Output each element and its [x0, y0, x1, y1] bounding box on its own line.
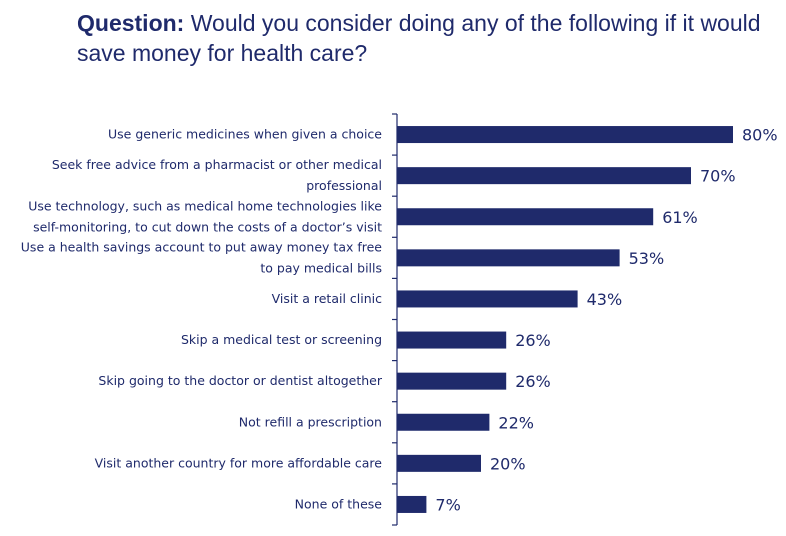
- chart-title-question: Would you consider doing any of the foll…: [77, 10, 761, 66]
- category-label: Seek free advice from a pharmacist or ot…: [52, 157, 382, 172]
- category-label: Skip going to the doctor or dentist alto…: [98, 373, 382, 388]
- bar: [397, 126, 733, 144]
- chart-title: Question: Would you consider doing any o…: [77, 8, 767, 68]
- bar: [397, 167, 691, 185]
- category-label: self-monitoring, to cut down the costs o…: [33, 219, 382, 234]
- data-label: 22%: [498, 413, 534, 432]
- category-label: professional: [306, 178, 382, 193]
- chart-title-lead: Question:: [77, 10, 185, 36]
- data-label: 70%: [700, 167, 736, 186]
- bar: [397, 249, 620, 267]
- bar: [397, 331, 507, 349]
- bar: [397, 454, 481, 472]
- category-label: Use a health savings account to put away…: [21, 239, 383, 254]
- bar: [397, 372, 507, 390]
- data-label: 26%: [515, 372, 551, 391]
- category-label: Not refill a prescription: [239, 414, 382, 429]
- category-label: Visit a retail clinic: [272, 291, 382, 306]
- data-label: 61%: [662, 208, 698, 227]
- data-label: 7%: [435, 495, 460, 514]
- category-label: Use technology, such as medical home tec…: [28, 198, 382, 213]
- category-label: Skip a medical test or screening: [181, 332, 382, 347]
- data-label: 43%: [587, 290, 623, 309]
- data-label: 20%: [490, 454, 526, 473]
- category-label: Visit another country for more affordabl…: [95, 455, 383, 470]
- category-label: to pay medical bills: [260, 260, 382, 275]
- data-label: 53%: [629, 249, 665, 268]
- category-label: None of these: [295, 496, 383, 511]
- bar: [397, 495, 427, 513]
- data-label: 80%: [742, 126, 778, 145]
- data-label: 26%: [515, 331, 551, 350]
- bar: [397, 208, 654, 226]
- bar: [397, 413, 490, 431]
- category-label: Use generic medicines when given a choic…: [108, 127, 382, 142]
- bar: [397, 290, 578, 308]
